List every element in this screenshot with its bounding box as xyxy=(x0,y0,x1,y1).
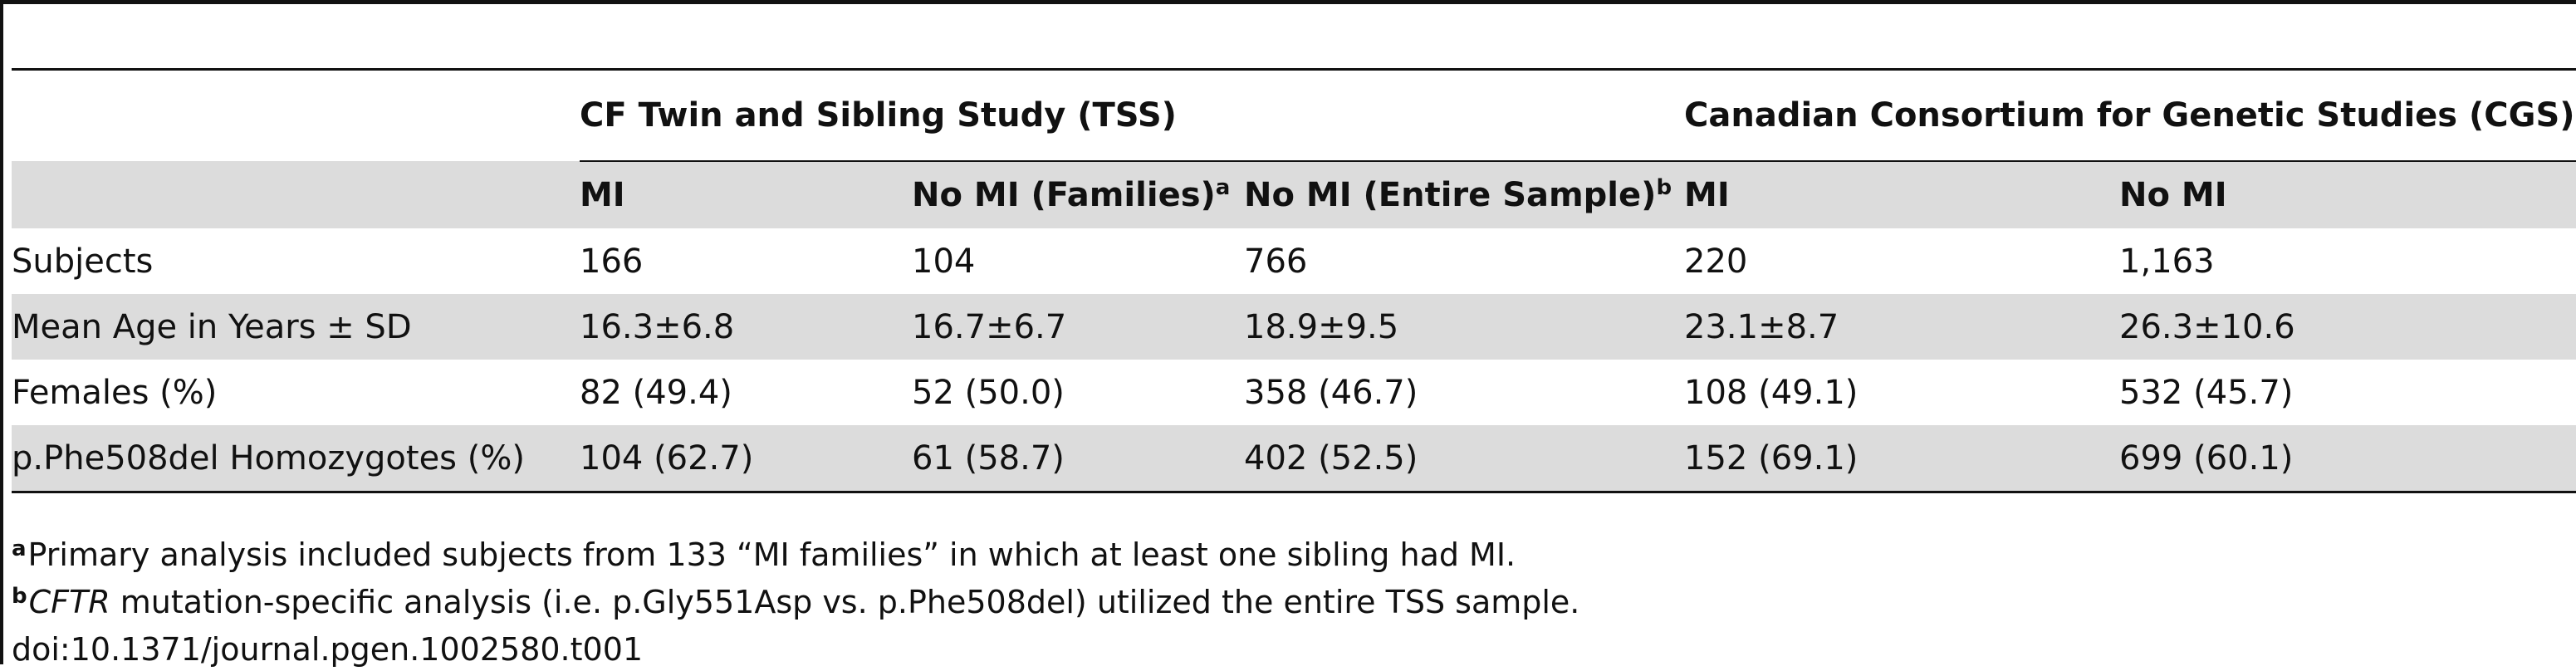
column-header-tss-mi: MI xyxy=(580,160,912,228)
footnote-text: mutation-specific analysis (i.e. p.Gly55… xyxy=(110,584,1580,620)
table-cell: 104 xyxy=(912,242,976,281)
table-cell: 26.3±10.6 xyxy=(2119,294,2576,360)
footnote-gene: CFTR xyxy=(28,584,110,620)
column-header-label: No MI (Families) xyxy=(912,176,1216,214)
table-cell: 23.1±8.7 xyxy=(1684,294,2120,360)
table-cell: 61 (58.7) xyxy=(912,425,1244,493)
group-header-cgs: Canadian Consortium for Genetic Studies … xyxy=(1684,68,2576,161)
row-label: Subjects xyxy=(12,242,154,281)
table-cell: 82 (49.4) xyxy=(580,373,732,412)
row-label: Females (%) xyxy=(12,373,218,412)
footnote-a: aPrimary analysis included subjects from… xyxy=(12,533,2569,580)
column-header-label: MI xyxy=(1684,176,1730,214)
table-cell: 766 xyxy=(1244,242,1308,281)
column-header-cgs-mi: MI xyxy=(1684,160,2120,228)
group-header-cgs-label: Canadian Consortium for Genetic Studies … xyxy=(1684,96,2575,135)
column-header-row: MI No MI (Families)a No MI (Entire Sampl… xyxy=(12,160,2576,228)
footnote-text: Primary analysis included subjects from … xyxy=(27,536,1516,573)
group-header-tss-label: CF Twin and Sibling Study (TSS) xyxy=(580,96,1177,135)
table-cell: 166 xyxy=(580,242,644,281)
row-label: Mean Age in Years ± SD xyxy=(12,294,580,360)
table-cell: 152 (69.1) xyxy=(1684,425,2120,493)
group-header-blank xyxy=(12,68,580,161)
demographics-table: CF Twin and Sibling Study (TSS) Canadian… xyxy=(12,68,2576,493)
table-cell: 220 xyxy=(1684,242,1748,281)
table-cell: 699 (60.1) xyxy=(2119,425,2576,493)
table-cell: 108 (49.1) xyxy=(1684,373,1859,412)
table-row-subjects: Subjects 166 104 766 220 1,163 xyxy=(12,228,2576,294)
table-cell: 532 (45.7) xyxy=(2119,373,2294,412)
table-row-mean-age: Mean Age in Years ± SD 16.3±6.8 16.7±6.7… xyxy=(12,294,2576,360)
table-row-homozygotes: p.Phe508del Homozygotes (%) 104 (62.7) 6… xyxy=(12,425,2576,493)
table-cell: 16.7±6.7 xyxy=(912,294,1244,360)
table-row-females: Females (%) 82 (49.4) 52 (50.0) 358 (46.… xyxy=(12,360,2576,425)
table-cell: 1,163 xyxy=(2119,242,2215,281)
table-cell: 104 (62.7) xyxy=(580,425,912,493)
footnote-marker: b xyxy=(1656,175,1672,200)
column-header-label: MI xyxy=(580,176,625,214)
row-label: p.Phe508del Homozygotes (%) xyxy=(12,425,580,493)
column-header-cgs-nomi: No MI xyxy=(2119,160,2576,228)
group-header-tss: CF Twin and Sibling Study (TSS) xyxy=(580,68,1685,161)
group-header-row: CF Twin and Sibling Study (TSS) Canadian… xyxy=(12,68,2576,161)
footnote-marker: b xyxy=(12,584,27,609)
table-cell: 358 (46.7) xyxy=(1244,373,1418,412)
table-cell: 18.9±9.5 xyxy=(1244,294,1685,360)
table-footnotes: aPrimary analysis included subjects from… xyxy=(12,533,2569,671)
table-cell: 16.3±6.8 xyxy=(580,294,912,360)
footnote-marker: a xyxy=(12,536,27,561)
left-border xyxy=(0,0,3,664)
column-header-blank xyxy=(12,161,580,228)
footnote-marker: a xyxy=(1215,175,1231,200)
table-cell: 52 (50.0) xyxy=(912,373,1065,412)
column-header-tss-nomi-families: No MI (Families)a xyxy=(912,160,1244,228)
column-header-tss-nomi-entire: No MI (Entire Sample)b xyxy=(1244,160,1685,228)
top-border xyxy=(0,0,2576,4)
footnote-b: bCFTR mutation-specific analysis (i.e. p… xyxy=(12,580,2569,628)
column-header-label: No MI xyxy=(2119,176,2227,214)
column-header-label: No MI (Entire Sample) xyxy=(1244,176,1657,214)
table-cell: 402 (52.5) xyxy=(1244,425,1685,493)
doi-text: doi:10.1371/journal.pgen.1002580.t001 xyxy=(12,631,644,668)
